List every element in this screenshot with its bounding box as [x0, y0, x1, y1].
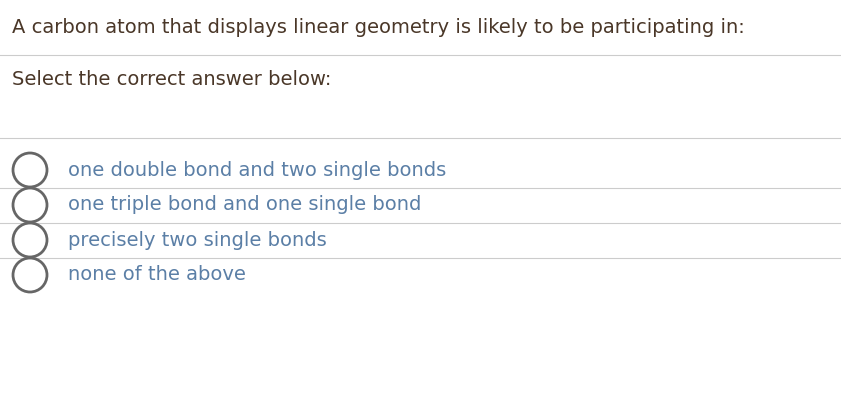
Text: none of the above: none of the above: [68, 266, 246, 284]
Text: one double bond and two single bonds: one double bond and two single bonds: [68, 160, 447, 180]
Text: one triple bond and one single bond: one triple bond and one single bond: [68, 196, 421, 214]
Text: Select the correct answer below:: Select the correct answer below:: [12, 70, 331, 89]
Text: precisely two single bonds: precisely two single bonds: [68, 230, 327, 250]
Text: A carbon atom that displays linear geometry is likely to be participating in:: A carbon atom that displays linear geome…: [12, 18, 745, 37]
